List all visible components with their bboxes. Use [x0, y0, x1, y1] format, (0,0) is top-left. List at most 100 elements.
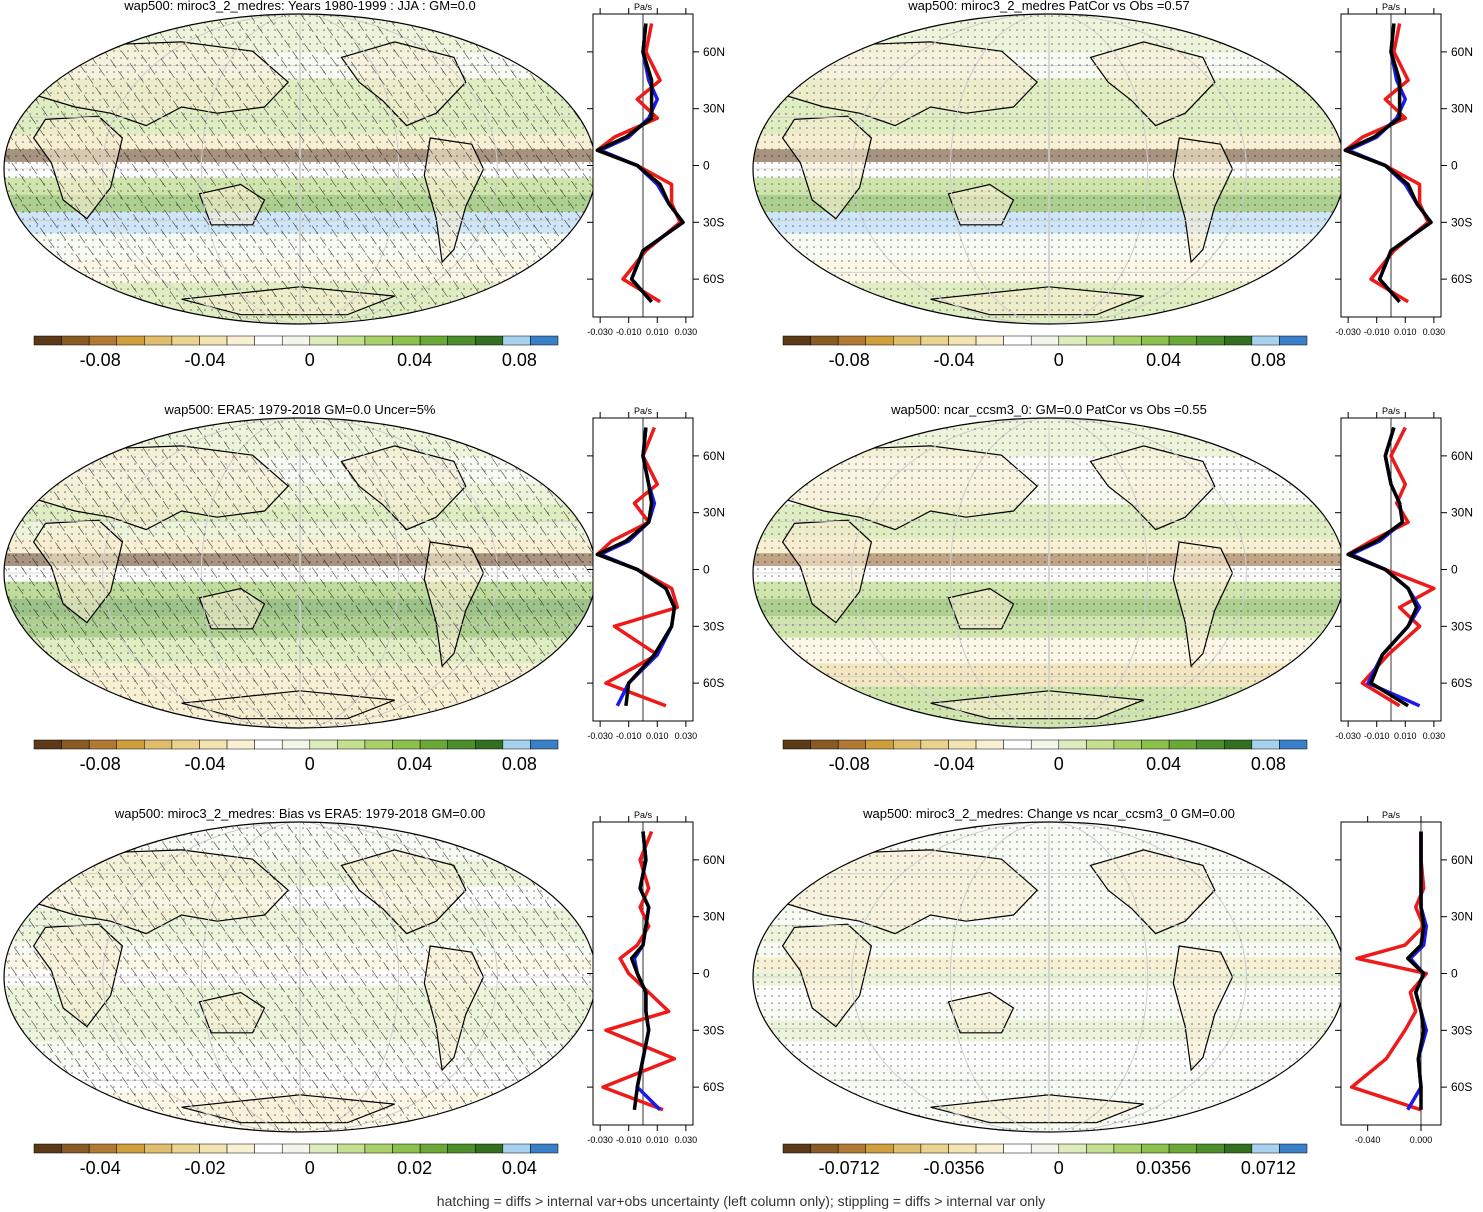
colorbar-swatch	[893, 335, 922, 346]
colorbar-swatch	[33, 739, 62, 750]
profile-unit-label: Pa/s	[1382, 810, 1401, 820]
colorbar-swatch	[171, 739, 200, 750]
colorbar-swatch	[1251, 1143, 1280, 1154]
map-field	[753, 822, 1345, 1132]
x-tick-label: 0.030	[1423, 731, 1446, 741]
colorbar-swatch	[144, 335, 173, 346]
colorbar-swatch	[1251, 739, 1280, 750]
colorbar-swatch	[893, 739, 922, 750]
x-tick-label: 0.030	[675, 1135, 698, 1145]
colorbar-swatch	[1086, 1143, 1115, 1154]
colorbar-swatch	[337, 739, 366, 750]
colorbar-swatch	[1058, 335, 1087, 346]
colorbar-tick-label: 0	[305, 1158, 315, 1178]
colorbar-swatch	[1058, 739, 1087, 750]
panel-title: wap500: miroc3_2_medres PatCor vs Obs =0…	[907, 0, 1189, 13]
colorbar-swatch	[782, 335, 811, 346]
hatching	[4, 418, 596, 728]
x-tick-label: -0.030	[587, 327, 613, 337]
lat-tick-label: 60N	[1451, 449, 1473, 463]
lat-tick-label: 30N	[703, 102, 725, 116]
x-tick-label: 0.010	[1394, 327, 1417, 337]
colorbar-tick-label: 0	[305, 754, 315, 774]
colorbar-swatch	[226, 335, 255, 346]
colorbar-swatch	[309, 1143, 338, 1154]
colorbar-swatch	[447, 335, 476, 346]
x-tick-label: -0.030	[587, 731, 613, 741]
lat-tick-label: 30S	[1451, 1023, 1472, 1037]
colorbar-swatch	[61, 335, 90, 346]
map-field	[4, 822, 596, 1132]
colorbar-tick-label: -0.04	[184, 350, 225, 370]
colorbar-swatch	[475, 1143, 504, 1154]
zonal-profile: Pa/s 60N 30N 0 30S 60S -0.030 -0.010 0.010 0.030	[1335, 406, 1473, 741]
colorbar-swatch	[1196, 739, 1225, 750]
zonal-profile: Pa/s 60N 30N 0 30S 60S -0.030 -0.010 0.010 0.030	[587, 810, 725, 1145]
colorbar-tick-label: 0.08	[1251, 350, 1286, 370]
x-tick-label: 0.030	[675, 327, 698, 337]
panel-title: wap500: miroc3_2_medres: Years 1980-1999…	[123, 0, 476, 13]
lat-tick-label: 0	[703, 563, 710, 577]
colorbar-swatch	[447, 739, 476, 750]
colorbar-swatch	[1141, 335, 1170, 346]
colorbar-swatch	[1030, 335, 1060, 346]
panel-6: wap500: miroc3_2_medres: Change vs ncar_…	[752, 806, 1473, 1178]
profile-unit-label: Pa/s	[634, 406, 653, 416]
profile-unit-label: Pa/s	[1382, 2, 1401, 12]
stippling	[753, 822, 1345, 1132]
colorbar-swatch	[920, 335, 949, 346]
colorbar-tick-label: -0.04	[933, 754, 974, 774]
x-tick-label: -0.010	[616, 731, 642, 741]
lat-tick-label: 60N	[1451, 45, 1473, 59]
colorbar-swatch	[392, 739, 421, 750]
colorbar-swatch	[1113, 739, 1142, 750]
colorbar-swatch	[364, 335, 393, 346]
colorbar-swatch	[1168, 335, 1197, 346]
colorbar-swatch	[61, 739, 90, 750]
colorbar-swatch	[1168, 1143, 1197, 1154]
colorbar-swatch	[1279, 739, 1308, 750]
colorbar: -0.08 -0.04 0 0.04 0.08	[33, 739, 559, 774]
map-field	[753, 14, 1345, 324]
colorbar-tick-label: 0.04	[397, 754, 432, 774]
x-tick-label: -0.030	[1335, 327, 1361, 337]
colorbar-swatch	[33, 335, 62, 346]
colorbar-swatch	[865, 739, 894, 750]
lat-tick-label: 30S	[1451, 215, 1472, 229]
colorbar-tick-label: 0.02	[397, 1158, 432, 1178]
colorbar-swatch	[392, 1143, 421, 1154]
colorbar-swatch	[920, 739, 949, 750]
lat-tick-label: 30N	[703, 506, 725, 520]
colorbar-swatch	[116, 1143, 145, 1154]
colorbar-swatch	[975, 335, 1004, 346]
hatching	[4, 822, 596, 1132]
colorbar-swatch	[447, 1143, 476, 1154]
lat-tick-label: 30N	[1451, 910, 1473, 924]
panel-title: wap500: ERA5: 1979-2018 GM=0.0 Uncer=5%	[163, 402, 435, 417]
lat-tick-label: 0	[703, 967, 710, 981]
colorbar-swatch	[530, 335, 559, 346]
colorbar-swatch	[309, 739, 338, 750]
colorbar-swatch	[88, 739, 117, 750]
colorbar-swatch	[88, 1143, 117, 1154]
profile-line-mmm	[629, 831, 651, 1111]
colorbar-tick-label: 0.04	[1146, 350, 1181, 370]
colorbar-swatch	[920, 1143, 949, 1154]
colorbar-swatch	[1224, 335, 1253, 346]
panel-title: wap500: ncar_ccsm3_0: GM=0.0 PatCor vs O…	[890, 402, 1207, 417]
colorbar-swatch	[837, 739, 866, 750]
colorbar-tick-label: 0.04	[1146, 754, 1181, 774]
lat-tick-label: 60S	[703, 676, 724, 690]
profile-line-mmm	[1405, 831, 1426, 1110]
colorbar-swatch	[1113, 1143, 1142, 1154]
x-tick-label: -0.030	[1335, 731, 1361, 741]
colorbar-tick-label: -0.08	[80, 350, 121, 370]
colorbar-swatch	[502, 1143, 531, 1154]
profile-line-mmm	[1346, 426, 1419, 708]
lat-tick-label: 30N	[703, 910, 725, 924]
lat-tick-label: 0	[1451, 967, 1458, 981]
lat-tick-label: 60N	[703, 45, 725, 59]
colorbar-swatch	[364, 1143, 393, 1154]
colorbar-swatch	[865, 335, 894, 346]
colorbar-swatch	[171, 335, 200, 346]
